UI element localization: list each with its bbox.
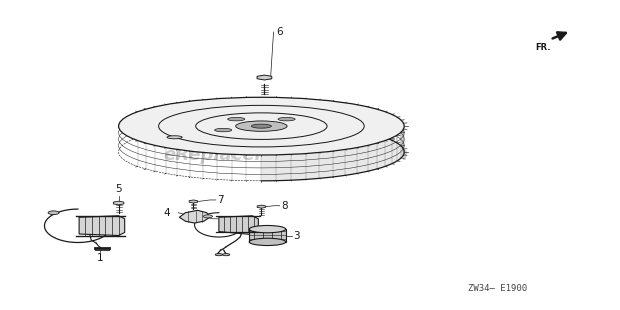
- Text: 8: 8: [281, 201, 288, 211]
- Text: 4: 4: [164, 208, 170, 218]
- Ellipse shape: [215, 128, 232, 132]
- Text: ZW34– E1900: ZW34– E1900: [468, 284, 527, 293]
- Polygon shape: [79, 216, 125, 236]
- Text: eReplacementParts.com: eReplacementParts.com: [163, 146, 408, 164]
- Text: 7: 7: [217, 195, 224, 205]
- Text: 3: 3: [293, 231, 299, 241]
- Text: FR.: FR.: [535, 43, 551, 52]
- Text: 1: 1: [97, 254, 104, 264]
- Polygon shape: [249, 229, 286, 242]
- Ellipse shape: [215, 254, 223, 256]
- Ellipse shape: [48, 211, 59, 215]
- Ellipse shape: [118, 97, 404, 155]
- Ellipse shape: [251, 124, 272, 128]
- Polygon shape: [262, 97, 404, 181]
- Polygon shape: [219, 216, 259, 235]
- Ellipse shape: [236, 121, 287, 131]
- Polygon shape: [179, 210, 210, 223]
- Text: 2: 2: [382, 132, 388, 142]
- Polygon shape: [257, 205, 265, 208]
- Polygon shape: [257, 75, 272, 80]
- Polygon shape: [113, 201, 124, 205]
- Ellipse shape: [228, 117, 245, 121]
- Ellipse shape: [249, 225, 286, 233]
- Polygon shape: [189, 200, 198, 203]
- Ellipse shape: [249, 238, 286, 246]
- Text: 5: 5: [115, 184, 122, 194]
- Ellipse shape: [167, 136, 182, 139]
- Ellipse shape: [203, 215, 213, 218]
- Ellipse shape: [223, 254, 230, 256]
- Ellipse shape: [278, 117, 295, 121]
- Text: 6: 6: [277, 27, 283, 37]
